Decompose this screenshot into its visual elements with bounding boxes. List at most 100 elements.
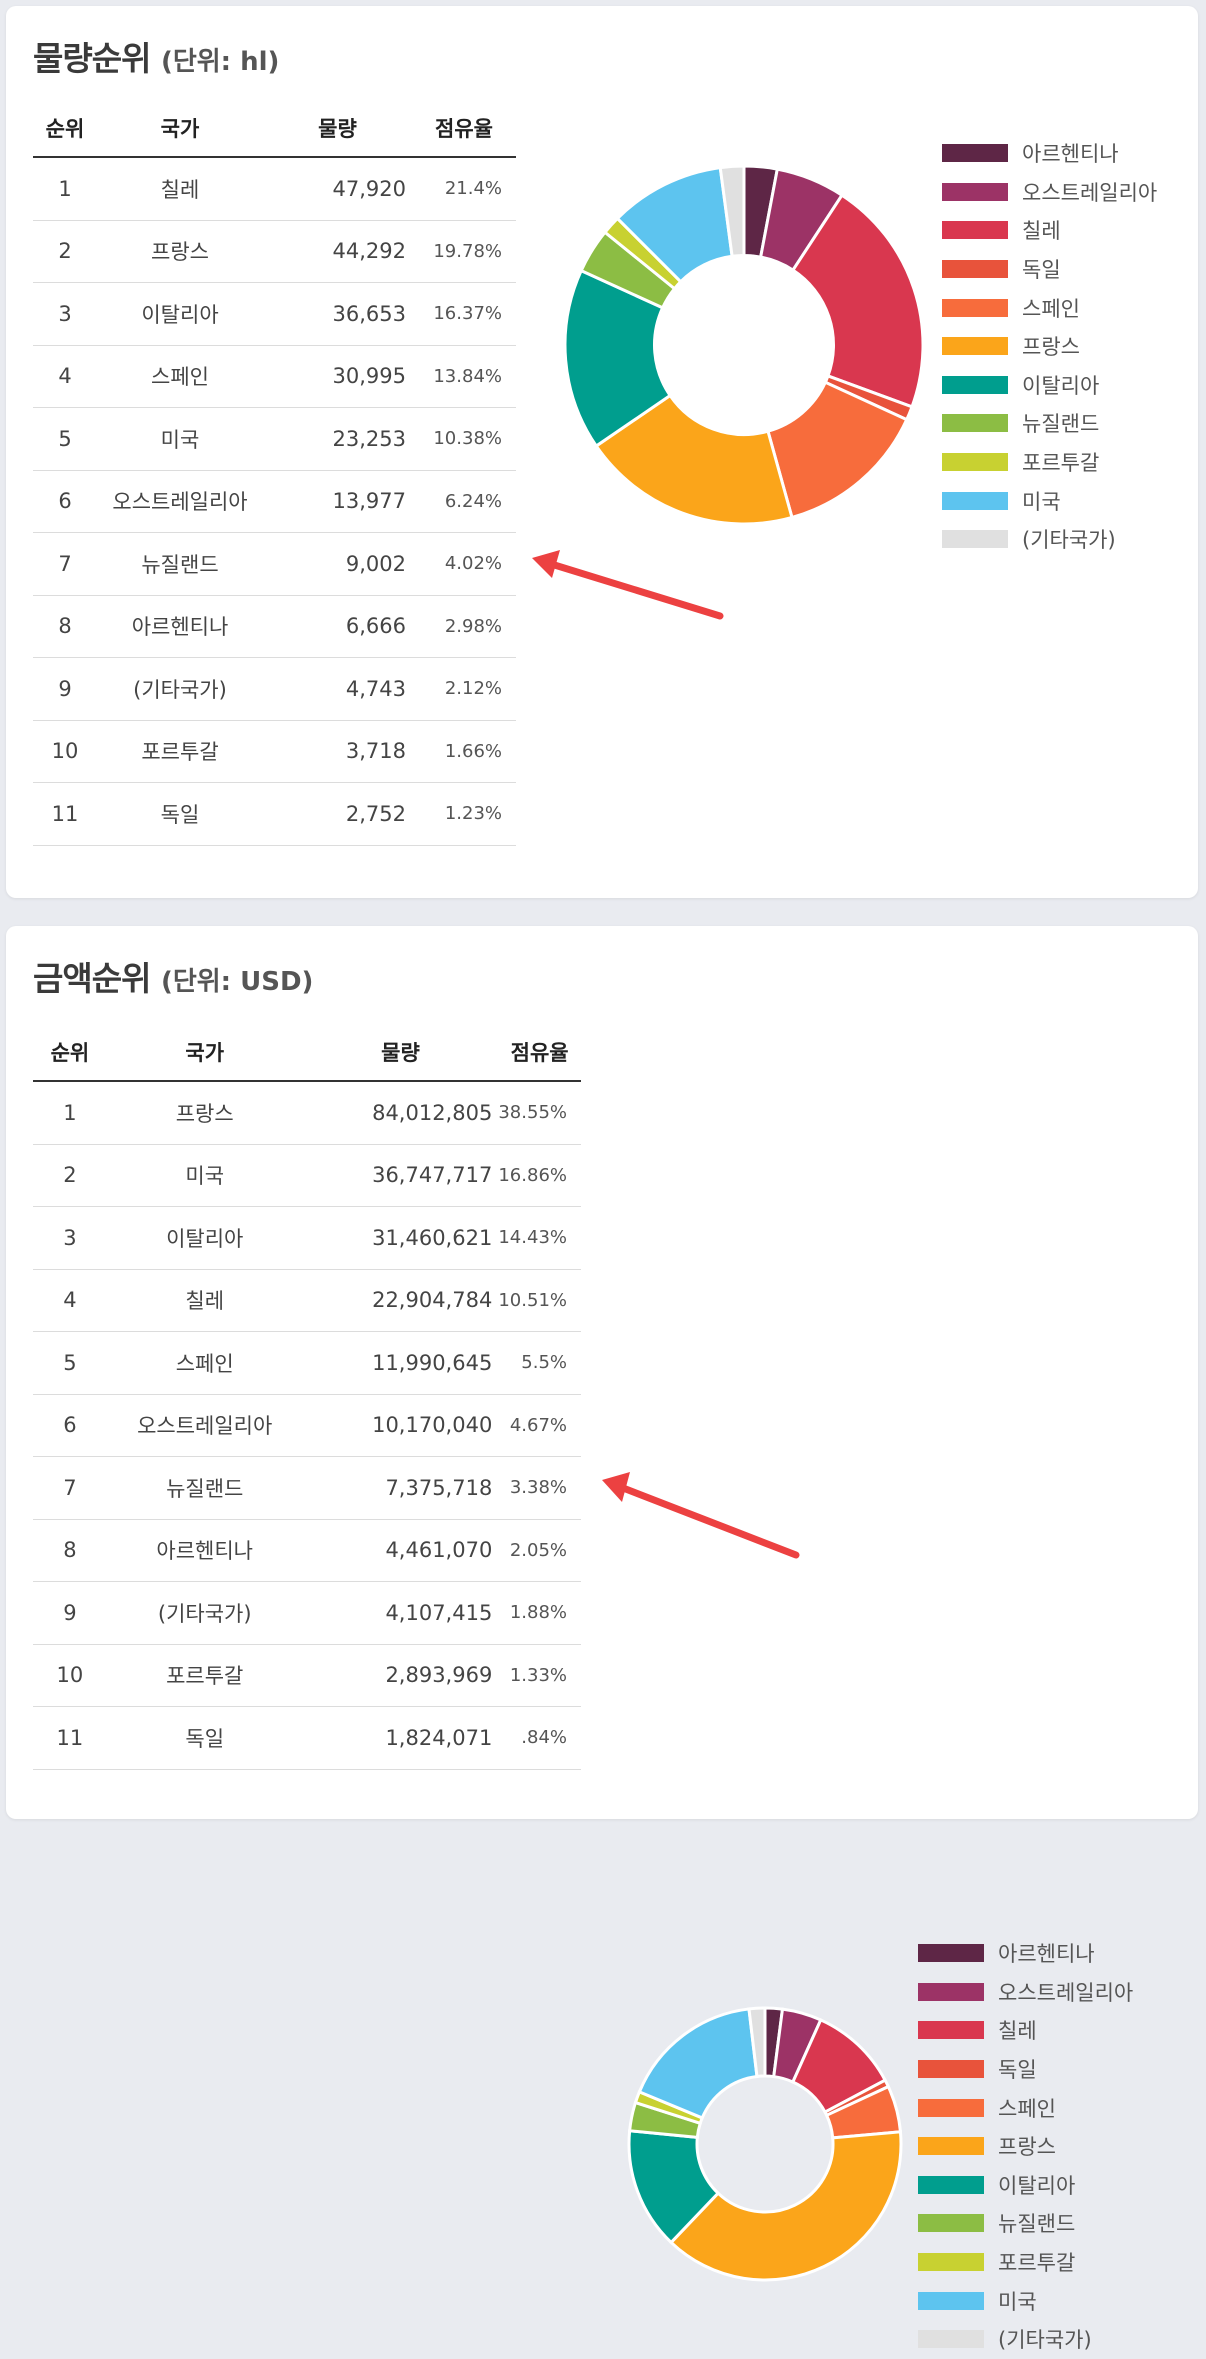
amount-title-text: 금액순위 [33, 959, 151, 998]
legend-item[interactable]: 미국 [942, 481, 1157, 520]
legend-item[interactable]: 독일 [918, 2050, 1133, 2089]
legend-item[interactable]: 독일 [942, 250, 1157, 289]
legend-item[interactable]: 스페인 [918, 2088, 1133, 2127]
legend-swatch [942, 337, 1008, 356]
table-row: 4 스페인 30,995 13.84% [33, 345, 516, 408]
value-cell: 36,747,717 [302, 1144, 499, 1207]
legend-swatch [918, 2214, 984, 2233]
legend-label: 프랑스 [1022, 335, 1080, 360]
country-cell: 아르헨티나 [97, 595, 263, 658]
header-share: 점유율 [498, 1024, 581, 1082]
legend-label: 포르투갈 [1022, 451, 1100, 476]
volume-ranking-card: 물량 순위 (단위: hl) 순위 국가 물량 점유율 1 칠레 47,920 21.4… [6, 6, 1198, 898]
legend-item[interactable]: 이탈리아 [918, 2166, 1133, 2205]
legend-item[interactable]: 아르헨티나 [918, 1934, 1133, 1973]
legend-item[interactable]: (기타국가) [918, 2320, 1133, 2359]
country-cell: 스페인 [106, 1331, 303, 1395]
legend-swatch [942, 491, 1008, 510]
annotation-arrow-amount [602, 1472, 800, 1559]
value-cell: 31,460,621 [302, 1206, 499, 1270]
legend-swatch [942, 260, 1008, 279]
donut-slice[interactable] [563, 268, 673, 449]
legend-item[interactable]: 뉴질랜드 [942, 404, 1157, 443]
table-row: 3 이탈리아 36,653 16.37% [33, 282, 516, 346]
rank-cell: 8 [33, 1519, 107, 1582]
country-cell: 이탈리아 [97, 282, 263, 346]
header-rank: 순위 [33, 1024, 107, 1082]
legend-item[interactable]: 칠레 [942, 211, 1157, 250]
share-cell: 2.05% [498, 1519, 581, 1582]
legend-label: 뉴질랜드 [1022, 412, 1100, 437]
country-cell: 프랑스 [97, 220, 263, 283]
share-cell: 38.55% [498, 1081, 581, 1145]
value-cell: 2,752 [263, 782, 412, 846]
arrow-shaft [614, 1482, 800, 1559]
share-cell: 2.98% [412, 595, 516, 658]
legend-item[interactable]: 이탈리아 [942, 366, 1157, 405]
legend-item[interactable]: 스페인 [942, 288, 1157, 327]
donut-slice[interactable] [790, 193, 925, 409]
legend-label: 이탈리아 [998, 2173, 1076, 2198]
donut-slice[interactable] [718, 164, 746, 258]
legend-item[interactable]: 미국 [918, 2281, 1133, 2320]
arrow-head [602, 1472, 630, 1502]
volume-ranking-table: 순위 국가 물량 점유율 1 칠레 47,920 21.4% 2 프랑스 44,292 19.… [33, 100, 516, 846]
share-cell: 16.37% [412, 282, 516, 346]
country-cell: 미국 [106, 1144, 303, 1207]
legend-label: 오스트레일리아 [1022, 180, 1158, 205]
legend-item[interactable]: 프랑스 [942, 327, 1157, 366]
rank-cell: 1 [33, 157, 97, 221]
table-row: 11 독일 2,752 1.23% [33, 782, 516, 846]
share-cell: 1.88% [498, 1581, 581, 1645]
legend-label: 뉴질랜드 [998, 2212, 1076, 2237]
table-row: 4 칠레 22,904,784 10.51% [33, 1269, 581, 1332]
legend-item[interactable]: 포르투갈 [918, 2243, 1133, 2282]
share-cell: 4.67% [498, 1394, 581, 1457]
donut-slice[interactable] [594, 393, 794, 526]
value-cell: 13,977 [263, 470, 412, 533]
legend-swatch [918, 2253, 984, 2272]
share-cell: 2.12% [412, 657, 516, 721]
legend-swatch [942, 144, 1008, 163]
header-share: 점유율 [412, 100, 516, 158]
rank-cell: 8 [33, 595, 97, 658]
table-row: 6 오스트레일리아 13,977 6.24% [33, 470, 516, 533]
legend-item[interactable]: 프랑스 [918, 2127, 1133, 2166]
amount-table-body: 1 프랑스 84,012,805 38.55% 2 미국 36,747,717 16.86% 3… [33, 1081, 581, 1770]
legend-swatch [918, 2291, 984, 2310]
share-cell: 14.43% [498, 1206, 581, 1270]
legend-label: 미국 [1022, 489, 1061, 514]
legend-item[interactable]: 뉴질랜드 [918, 2204, 1133, 2243]
header-rank: 순위 [33, 100, 97, 158]
legend-item[interactable]: 포르투갈 [942, 443, 1157, 482]
table-header-row: 순위 국가 물량 점유율 [33, 1024, 581, 1082]
legend-item[interactable]: 아르헨티나 [942, 134, 1157, 173]
legend-item[interactable]: 오스트레일리아 [942, 173, 1157, 212]
share-cell: 3.38% [498, 1456, 581, 1520]
value-cell: 9,002 [263, 532, 412, 596]
table-row: 6 오스트레일리아 10,170,040 4.67% [33, 1394, 581, 1457]
legend-swatch [942, 298, 1008, 317]
legend-swatch [942, 530, 1008, 549]
header-country: 국가 [97, 100, 263, 158]
table-row: 3 이탈리아 31,460,621 14.43% [33, 1206, 581, 1270]
legend-item[interactable]: (기타국가) [942, 520, 1157, 559]
header-country: 국가 [106, 1024, 303, 1082]
volume-unit-text: (단위: hl) [160, 47, 280, 77]
share-cell: 4.02% [412, 532, 516, 596]
rank-cell: 10 [33, 720, 97, 783]
arrow-head [532, 550, 560, 578]
value-cell: 10,170,040 [302, 1394, 499, 1457]
share-cell: 6.24% [412, 470, 516, 533]
header-volume: 물량 [263, 100, 412, 158]
share-cell: 5.5% [498, 1331, 581, 1395]
header-volume: 물량 [302, 1024, 499, 1082]
legend-swatch [918, 1944, 984, 1963]
share-cell: 1.33% [498, 1644, 581, 1707]
legend-item[interactable]: 오스트레일리아 [918, 1973, 1133, 2012]
volume-table-body: 1 칠레 47,920 21.4% 2 프랑스 44,292 19.78% 3 이탈리아 36,65… [33, 157, 516, 846]
rank-cell: 11 [33, 782, 97, 846]
legend-item[interactable]: 칠레 [918, 2011, 1133, 2050]
value-cell: 4,107,415 [302, 1581, 499, 1645]
table-row: 10 포르투갈 3,718 1.66% [33, 720, 516, 783]
